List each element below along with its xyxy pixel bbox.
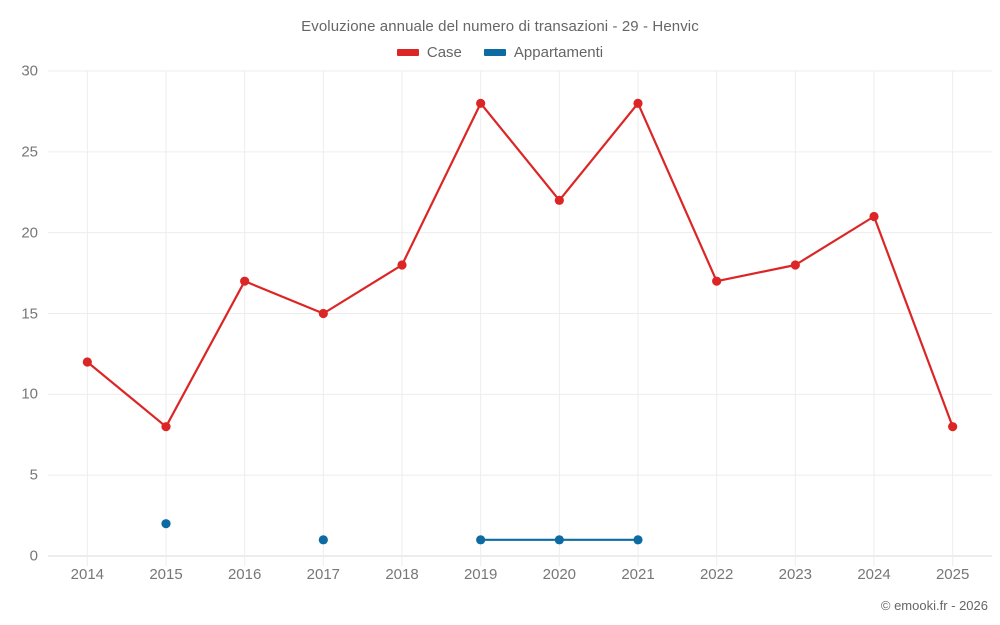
data-point[interactable] xyxy=(869,211,879,222)
x-axis-tick-label: 2015 xyxy=(149,566,183,583)
y-axis-tick-label: 0 xyxy=(29,547,38,565)
data-point[interactable] xyxy=(318,535,328,545)
legend-swatch-case xyxy=(396,49,419,56)
footer-credit: © emooki.fr - 2026 xyxy=(880,598,988,613)
chart-title: Evoluzione annuale del numero di transaz… xyxy=(301,18,699,35)
x-axis-tick-label: 2024 xyxy=(857,566,891,583)
y-axis-tick-label: 5 xyxy=(29,466,38,484)
data-point[interactable] xyxy=(476,535,486,545)
x-axis-tick-label: 2025 xyxy=(935,566,970,583)
chart-legend: Case Appartamenti xyxy=(0,44,1000,61)
data-point[interactable] xyxy=(712,276,722,286)
x-axis-tick-label: 2021 xyxy=(621,566,655,583)
x-axis-tick-label: 2017 xyxy=(306,566,341,583)
data-point[interactable] xyxy=(554,535,564,545)
data-point[interactable] xyxy=(554,195,564,205)
data-point[interactable] xyxy=(476,98,486,108)
legend-item-appartamenti[interactable]: Appartamenti xyxy=(483,44,604,61)
legend-item-case[interactable]: Case xyxy=(396,44,462,61)
data-point[interactable] xyxy=(397,260,407,270)
data-point[interactable] xyxy=(82,357,92,367)
data-point[interactable] xyxy=(633,535,643,545)
x-axis-tick-label: 2023 xyxy=(778,566,813,583)
y-axis-tick-label: 20 xyxy=(21,224,38,242)
y-axis-tick-label: 30 xyxy=(21,62,38,80)
data-point[interactable] xyxy=(633,98,643,108)
y-axis-tick-label: 10 xyxy=(21,385,38,403)
x-axis-tick-label: 2019 xyxy=(463,566,498,583)
y-axis-tick-label: 15 xyxy=(21,305,38,322)
legend-label-appartamenti: Appartamenti xyxy=(513,44,604,61)
data-point[interactable] xyxy=(161,422,171,432)
data-point[interactable] xyxy=(318,308,328,319)
x-axis-tick-label: 2020 xyxy=(542,566,577,583)
x-axis-tick-label: 2016 xyxy=(227,566,262,583)
data-point[interactable] xyxy=(161,519,171,529)
legend-swatch-appartamenti xyxy=(483,49,506,56)
data-point[interactable] xyxy=(240,276,250,286)
x-axis-tick-label: 2014 xyxy=(70,566,105,583)
data-point[interactable] xyxy=(948,422,958,432)
x-axis-tick-label: 2022 xyxy=(699,566,734,583)
legend-label-case: Case xyxy=(426,44,462,61)
x-axis-tick-label: 2018 xyxy=(385,566,419,583)
data-point[interactable] xyxy=(790,260,800,270)
series-line-0 xyxy=(86,102,954,428)
y-axis-tick-label: 25 xyxy=(21,143,38,161)
